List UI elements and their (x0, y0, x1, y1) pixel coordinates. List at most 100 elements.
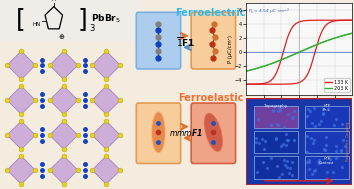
Polygon shape (7, 121, 35, 149)
Point (339, 122, 345, 125)
FancyBboxPatch shape (254, 131, 297, 153)
Point (278, 145, 284, 148)
Point (262, 140, 268, 143)
Point (308, 109, 313, 112)
Point (254, 171, 260, 174)
Point (270, 109, 276, 112)
Point (306, 159, 312, 162)
Text: 3: 3 (89, 24, 95, 33)
Text: HTP
P↑↓: HTP P↑↓ (323, 104, 331, 112)
Point (324, 170, 330, 173)
FancyBboxPatch shape (305, 131, 348, 153)
Text: ]: ] (77, 7, 87, 31)
Point (256, 117, 261, 120)
Point (283, 132, 289, 135)
Point (338, 148, 344, 151)
Point (281, 159, 286, 162)
Point (289, 174, 295, 177)
Text: H: H (52, 0, 56, 2)
Point (325, 108, 331, 111)
Point (253, 136, 259, 139)
Point (318, 119, 323, 122)
Point (311, 138, 317, 141)
Point (333, 117, 338, 120)
Point (333, 156, 338, 160)
Point (305, 108, 310, 111)
Point (304, 150, 310, 153)
Point (331, 170, 336, 174)
Point (315, 161, 321, 164)
Point (310, 122, 315, 125)
Point (312, 168, 318, 171)
Point (276, 175, 282, 178)
Point (290, 115, 296, 118)
Point (327, 158, 333, 161)
Text: $P_s$ = 4.54 μC cm$^{-2}$: $P_s$ = 4.54 μC cm$^{-2}$ (248, 6, 290, 17)
Point (287, 167, 293, 170)
Point (331, 124, 337, 127)
Point (268, 157, 274, 160)
Point (312, 125, 318, 128)
Point (316, 123, 321, 126)
Point (273, 138, 279, 141)
Point (340, 139, 346, 142)
Text: ⊕: ⊕ (58, 34, 64, 40)
Point (261, 148, 267, 151)
Point (323, 136, 329, 139)
Point (304, 114, 309, 117)
Point (280, 142, 286, 145)
Point (277, 109, 283, 112)
Point (274, 165, 279, 168)
Point (253, 140, 258, 143)
Text: $mmm$F1: $mmm$F1 (169, 127, 203, 138)
Point (311, 106, 317, 109)
Point (284, 166, 290, 169)
Text: Topography: Topography (264, 104, 287, 108)
FancyBboxPatch shape (243, 96, 354, 187)
Point (259, 137, 265, 140)
Point (320, 112, 325, 115)
Point (339, 166, 344, 169)
Point (321, 112, 326, 115)
Point (273, 136, 279, 139)
Point (316, 159, 322, 162)
Text: [: [ (16, 7, 26, 31)
Ellipse shape (152, 112, 165, 153)
Point (275, 124, 281, 127)
Text: $\overline{1}$F1: $\overline{1}$F1 (176, 35, 196, 49)
Point (282, 163, 287, 166)
Point (279, 106, 285, 109)
Point (308, 136, 314, 139)
Text: HN: HN (32, 22, 40, 27)
Polygon shape (50, 121, 78, 149)
FancyBboxPatch shape (191, 12, 235, 69)
Point (338, 149, 344, 153)
X-axis label: E (kV/cm): E (kV/cm) (286, 105, 312, 110)
Polygon shape (50, 86, 78, 114)
Point (307, 161, 312, 164)
Point (276, 107, 281, 110)
Polygon shape (92, 156, 120, 184)
Point (264, 166, 269, 169)
FancyBboxPatch shape (305, 156, 348, 179)
Point (256, 142, 262, 145)
FancyBboxPatch shape (136, 103, 181, 163)
FancyBboxPatch shape (191, 103, 235, 163)
Text: HTP
Contrast: HTP Contrast (319, 157, 335, 165)
Point (291, 138, 297, 141)
Point (304, 134, 310, 137)
Point (279, 172, 285, 175)
Polygon shape (50, 156, 78, 184)
Point (286, 171, 291, 174)
Point (324, 144, 329, 147)
Point (270, 108, 275, 111)
Text: Ferroelectric: Ferroelectric (175, 8, 246, 18)
Point (321, 147, 326, 150)
Point (342, 144, 347, 147)
Point (261, 160, 266, 163)
Point (282, 125, 287, 128)
Text: Piezoelectric Coupling: Piezoelectric Coupling (346, 122, 350, 161)
Point (333, 149, 339, 152)
Point (284, 143, 289, 146)
Point (289, 161, 295, 164)
